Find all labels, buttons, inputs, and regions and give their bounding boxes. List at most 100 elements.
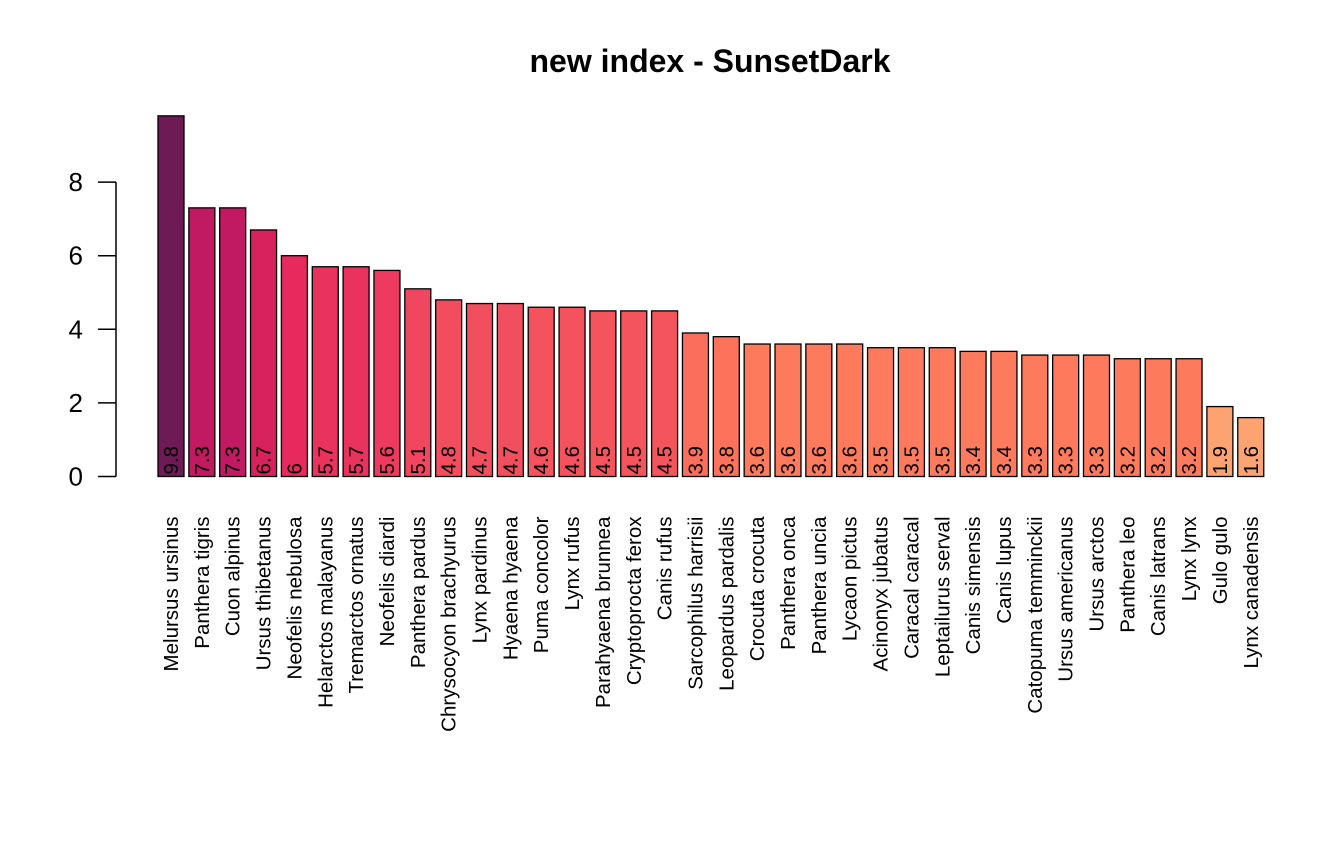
value-label: 3.5 (870, 446, 893, 475)
category-label: Lycaon pictus (839, 517, 862, 642)
y-axis: 0 2 4 6 8 (69, 167, 117, 492)
value-label: 1.6 (1240, 446, 1263, 475)
value-label: 5.7 (345, 446, 368, 475)
value-label: 3.6 (746, 446, 769, 475)
bar (836, 343, 864, 478)
value-label: 4.5 (592, 446, 615, 475)
bar (1175, 358, 1203, 478)
value-label: 1.9 (1209, 446, 1232, 475)
category-label: Canis latrans (1147, 517, 1170, 637)
value-label: 4.6 (530, 446, 553, 475)
bar (1082, 354, 1111, 478)
category-label: Leopardus pardalis (715, 517, 738, 691)
bar (681, 332, 710, 478)
value-label: 4.8 (438, 446, 461, 475)
category-label: Neofelis nebulosa (283, 516, 306, 680)
category-label: Sarcophilus harrisii (684, 517, 707, 690)
bar (280, 255, 309, 478)
bar (311, 266, 339, 478)
bar (1144, 358, 1172, 478)
value-label: 3.4 (962, 446, 985, 475)
bar (990, 350, 1018, 478)
value-label: 3.9 (684, 446, 707, 475)
bar (805, 343, 833, 478)
y-tick-label: 0 (69, 462, 83, 492)
bar (219, 207, 247, 478)
chart-title: new index - SunsetDark (530, 43, 891, 79)
value-label: 4.7 (499, 446, 522, 475)
value-label: 5.7 (314, 446, 337, 475)
bar (558, 306, 586, 478)
category-label: Panthera uncia (808, 516, 831, 655)
bar (404, 288, 432, 478)
value-label: 7.3 (222, 446, 245, 475)
bar (527, 306, 555, 478)
bar (157, 115, 185, 478)
bar (1206, 405, 1234, 478)
y-tick-label: 8 (69, 167, 83, 197)
bar (866, 347, 895, 478)
value-label: 3.2 (1147, 446, 1170, 475)
category-label: Panthera pardus (407, 517, 430, 669)
bar (1237, 416, 1265, 478)
category-label: Lynx rufus (561, 517, 584, 611)
bar (897, 347, 926, 478)
category-label: Crocuta crocuta (746, 516, 769, 661)
category-label: Leptailurus serval (931, 517, 954, 678)
value-labels-group: 9.8 7.3 7.3 6.7 6 5.7 5.7 5.6 5.1 4.8 4.7 4.7 4.6 4.6… (160, 446, 1263, 475)
category-label: Panthera leo (1116, 517, 1139, 633)
category-label: Ursus arctos (1086, 517, 1109, 632)
bar (589, 310, 617, 478)
bar (249, 229, 278, 478)
category-label: Hyaena hyaena (499, 516, 522, 660)
bar (373, 269, 401, 478)
value-label: 4.5 (623, 446, 646, 475)
value-label: 3.6 (839, 446, 862, 475)
value-label: 3.2 (1116, 446, 1139, 475)
bar (496, 302, 525, 478)
bar (743, 343, 771, 478)
value-label: 3.4 (993, 446, 1016, 475)
bar (620, 310, 648, 478)
value-label: 3.6 (808, 446, 831, 475)
category-label: Catopuma temminckii (1024, 517, 1047, 714)
category-label: Caracal caracal (900, 517, 923, 659)
bar (650, 310, 679, 478)
category-label: Canis rufus (654, 517, 677, 621)
bar (342, 266, 370, 478)
value-label: 3.6 (777, 446, 800, 475)
bar (712, 336, 740, 478)
value-label: 4.7 (469, 446, 492, 475)
category-label: Melursus ursinus (160, 517, 183, 672)
bar (465, 302, 494, 478)
y-tick-label: 2 (69, 388, 83, 418)
value-label: 5.6 (376, 446, 399, 475)
bar (774, 343, 802, 478)
bar (434, 299, 463, 478)
category-label: Helarctos malayanus (314, 517, 337, 708)
value-label: 4.6 (561, 446, 584, 475)
category-label: Ursus americanus (1055, 517, 1078, 682)
category-label: Lynx canadensis (1240, 517, 1263, 669)
category-labels-group: Melursus ursinus Panthera tigris Cuon alpi… (160, 516, 1263, 732)
category-label: Cuon alpinus (222, 517, 245, 637)
bar (928, 347, 956, 478)
value-label: 9.8 (160, 446, 183, 475)
category-label: Cryptoprocta ferox (623, 516, 646, 685)
category-label: Tremarctos ornatus (345, 517, 368, 694)
bar (1052, 354, 1080, 478)
bar (959, 350, 987, 478)
value-label: 5.1 (407, 446, 430, 475)
category-label: Panthera tigris (191, 517, 214, 649)
category-label: Gulo gulo (1209, 517, 1232, 605)
category-label: Ursus thibetanus (253, 517, 276, 671)
value-label: 4.5 (654, 446, 677, 475)
value-label: 3.5 (900, 446, 923, 475)
bar (1021, 354, 1049, 478)
value-label: 3.5 (931, 446, 954, 475)
y-tick-label: 4 (69, 314, 83, 344)
bar (1113, 358, 1141, 478)
bars-group (157, 115, 1265, 478)
